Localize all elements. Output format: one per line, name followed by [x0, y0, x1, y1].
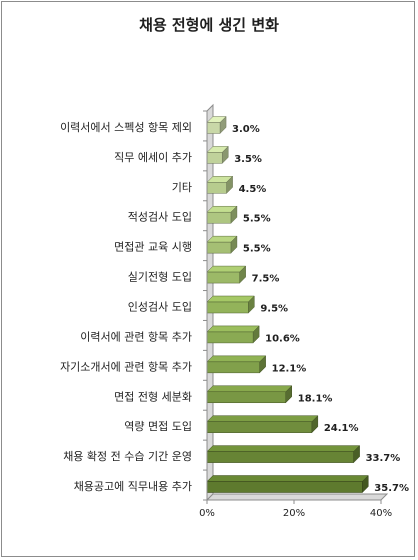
x-tick-label: 20% — [283, 508, 305, 519]
category-label: 인성검사 도입 — [128, 301, 192, 314]
data-label: 12.1% — [272, 363, 307, 374]
data-label: 5.5% — [243, 244, 271, 255]
data-label: 33.7% — [366, 453, 401, 464]
category-label: 자기소개서에 관련 항목 추가 — [60, 360, 192, 373]
data-label: 5.5% — [243, 214, 271, 225]
data-label: 24.1% — [324, 423, 359, 434]
bar — [206, 421, 313, 433]
chart-title: 채용 전형에 생긴 변화 — [139, 16, 279, 34]
bar — [206, 481, 363, 493]
bar-top — [206, 475, 369, 482]
bar — [206, 331, 254, 344]
bar — [206, 152, 223, 164]
category-label: 채용 확정 전 수습 기간 운영 — [63, 450, 192, 463]
category-label: 이력서에 관련 항목 추가 — [80, 330, 192, 343]
x-tick-label: 40% — [370, 508, 392, 519]
bar — [206, 122, 221, 134]
x-tick-label: 0% — [199, 508, 215, 519]
data-label: 10.6% — [265, 333, 300, 344]
data-label: 7.5% — [252, 274, 280, 285]
bar-top — [206, 355, 267, 363]
bar-top — [206, 295, 255, 303]
bar — [206, 182, 227, 194]
data-label: 9.5% — [260, 304, 288, 315]
data-label: 35.7% — [374, 483, 409, 494]
category-label: 면접관 교육 시행 — [114, 241, 192, 254]
category-label: 채용공고에 직무내용 추가 — [74, 480, 192, 493]
bar — [206, 211, 232, 224]
bar-top — [206, 385, 293, 393]
bar — [206, 271, 240, 284]
bar — [206, 301, 249, 314]
data-label: 3.0% — [232, 124, 260, 135]
category-label: 직무 에세이 추가 — [114, 151, 192, 164]
bar — [206, 361, 260, 374]
category-label: 적성검사 도입 — [128, 211, 192, 224]
data-label: 3.5% — [234, 154, 262, 165]
bar-top — [206, 265, 247, 273]
bar — [206, 451, 354, 463]
bar — [206, 391, 286, 404]
bar-top — [206, 445, 361, 452]
data-label: 18.1% — [298, 393, 333, 404]
category-label: 역량 면접 도입 — [124, 420, 192, 433]
data-label: 4.5% — [239, 184, 267, 195]
bar — [206, 241, 232, 254]
plot-floor — [205, 493, 389, 501]
category-label: 이력서에서 스펙성 항목 제외 — [60, 121, 192, 134]
category-label: 기타 — [172, 181, 192, 194]
category-label: 면접 전형 세분화 — [114, 390, 192, 403]
category-label: 실기전형 도입 — [128, 271, 192, 284]
bar-top — [206, 415, 319, 422]
bar-top — [206, 325, 260, 333]
